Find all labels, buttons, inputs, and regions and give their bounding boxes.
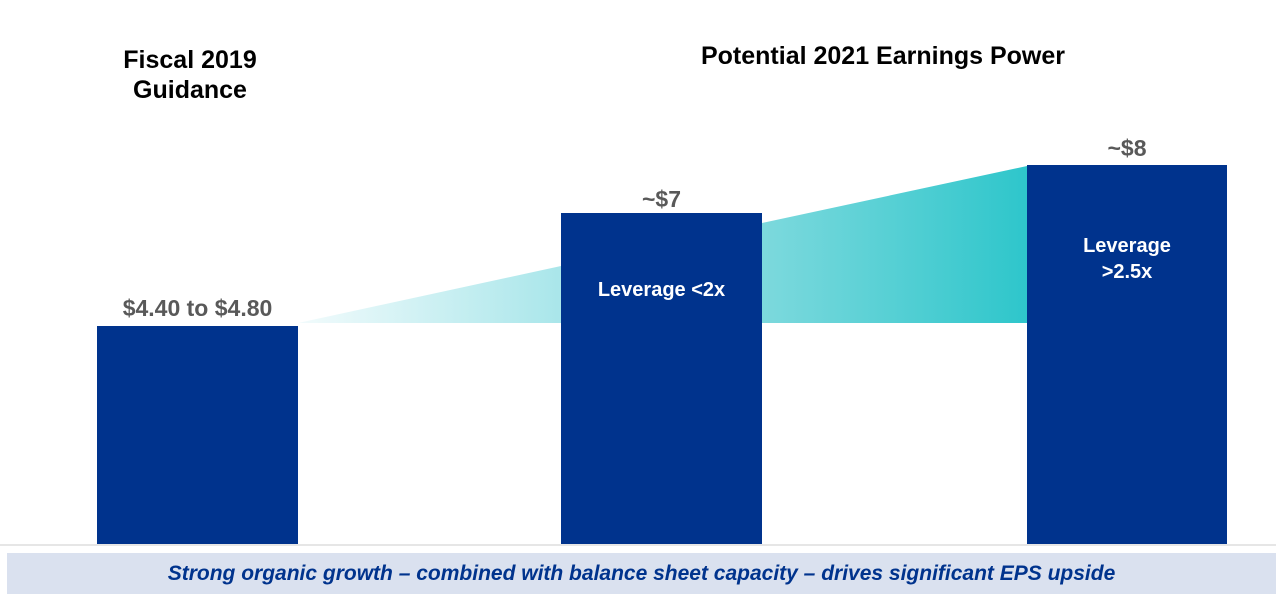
value-label-leverage-2x: ~$7 xyxy=(641,186,681,212)
heading-2021-earnings: Potential 2021 Earnings Power xyxy=(700,42,1065,70)
heading-fiscal-2019: Fiscal 2019 Guidance xyxy=(70,45,310,105)
value-label-leverage-2-5x: ~$8 xyxy=(1107,135,1147,161)
bar-leverage-2-5x: Leverage >2.5x xyxy=(1027,165,1227,545)
bar-leverage-2x: Leverage <2x xyxy=(561,213,762,545)
summary-banner: Strong organic growth – combined with ba… xyxy=(7,553,1276,594)
bar-label-leverage-2x: Leverage <2x xyxy=(597,279,726,301)
wedge-2019-to-7 xyxy=(298,266,561,323)
bar-label-leverage-2-5x-line2: >2.5x xyxy=(1101,261,1153,283)
summary-banner-text: Strong organic growth – combined with ba… xyxy=(167,561,1116,585)
heading-fiscal-2019-line2: Guidance xyxy=(133,76,247,104)
bar-label-leverage-2-5x-line1: Leverage xyxy=(1083,235,1171,257)
bar-fiscal-2019 xyxy=(97,326,298,545)
value-label-fiscal-2019: $4.40 to $4.80 xyxy=(122,295,273,321)
heading-fiscal-2019-line1: Fiscal 2019 xyxy=(123,46,257,74)
wedge-7-to-8 xyxy=(762,166,1027,323)
baseline xyxy=(0,544,1276,546)
